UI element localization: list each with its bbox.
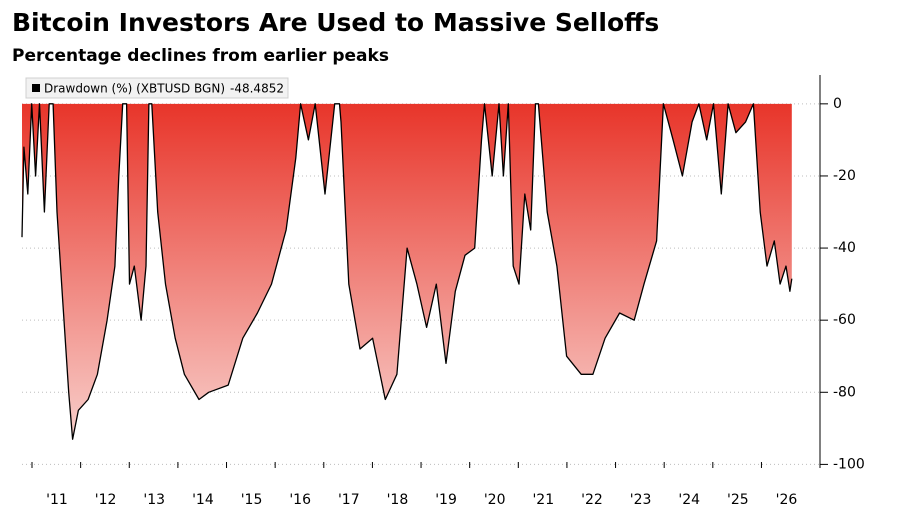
- x-tick-label: '26: [776, 492, 798, 508]
- area-fill: [22, 103, 792, 440]
- y-tick-label: -40: [833, 240, 856, 256]
- chart-subtitle: Percentage declines from earlier peaks: [12, 46, 389, 66]
- y-tick-label: 0: [833, 96, 842, 112]
- legend-label: Drawdown (%) (XBTUSD BGN): [44, 82, 225, 96]
- legend-swatch: [32, 84, 40, 92]
- x-tick-label: '21: [532, 492, 554, 508]
- x-tick-label: '11: [46, 492, 68, 508]
- y-tick-label: -60: [833, 312, 856, 328]
- y-tick-label: -80: [833, 384, 856, 400]
- y-tick-label: -100: [833, 456, 865, 472]
- x-tick-label: '12: [95, 492, 117, 508]
- x-tick-label: '18: [387, 492, 409, 508]
- x-tick-label: '23: [630, 492, 652, 508]
- x-tick-label: '19: [435, 492, 457, 508]
- x-tick-label: '25: [727, 492, 749, 508]
- line: [21, 103, 793, 440]
- x-tick-label: '14: [192, 492, 214, 508]
- x-tick-label: '22: [581, 492, 603, 508]
- x-tick-label: '17: [338, 492, 360, 508]
- legend-box: [25, 77, 289, 99]
- chart-title: Bitcoin Investors Are Used to Massive Se…: [12, 8, 659, 37]
- x-tick-label: '15: [241, 492, 263, 508]
- legend-last-value: -48.4852: [230, 82, 284, 96]
- x-tick-label: '20: [484, 492, 506, 508]
- plot-area: 0 -20 -40 -60 -80 -100 '11 '12 '13 '14 '15 '16 '17 '1…: [21, 75, 865, 508]
- x-tick-label: '13: [143, 492, 165, 508]
- x-tick-label: '16: [289, 492, 311, 508]
- x-tick-label: '24: [678, 492, 700, 508]
- y-tick-label: -20: [833, 168, 856, 184]
